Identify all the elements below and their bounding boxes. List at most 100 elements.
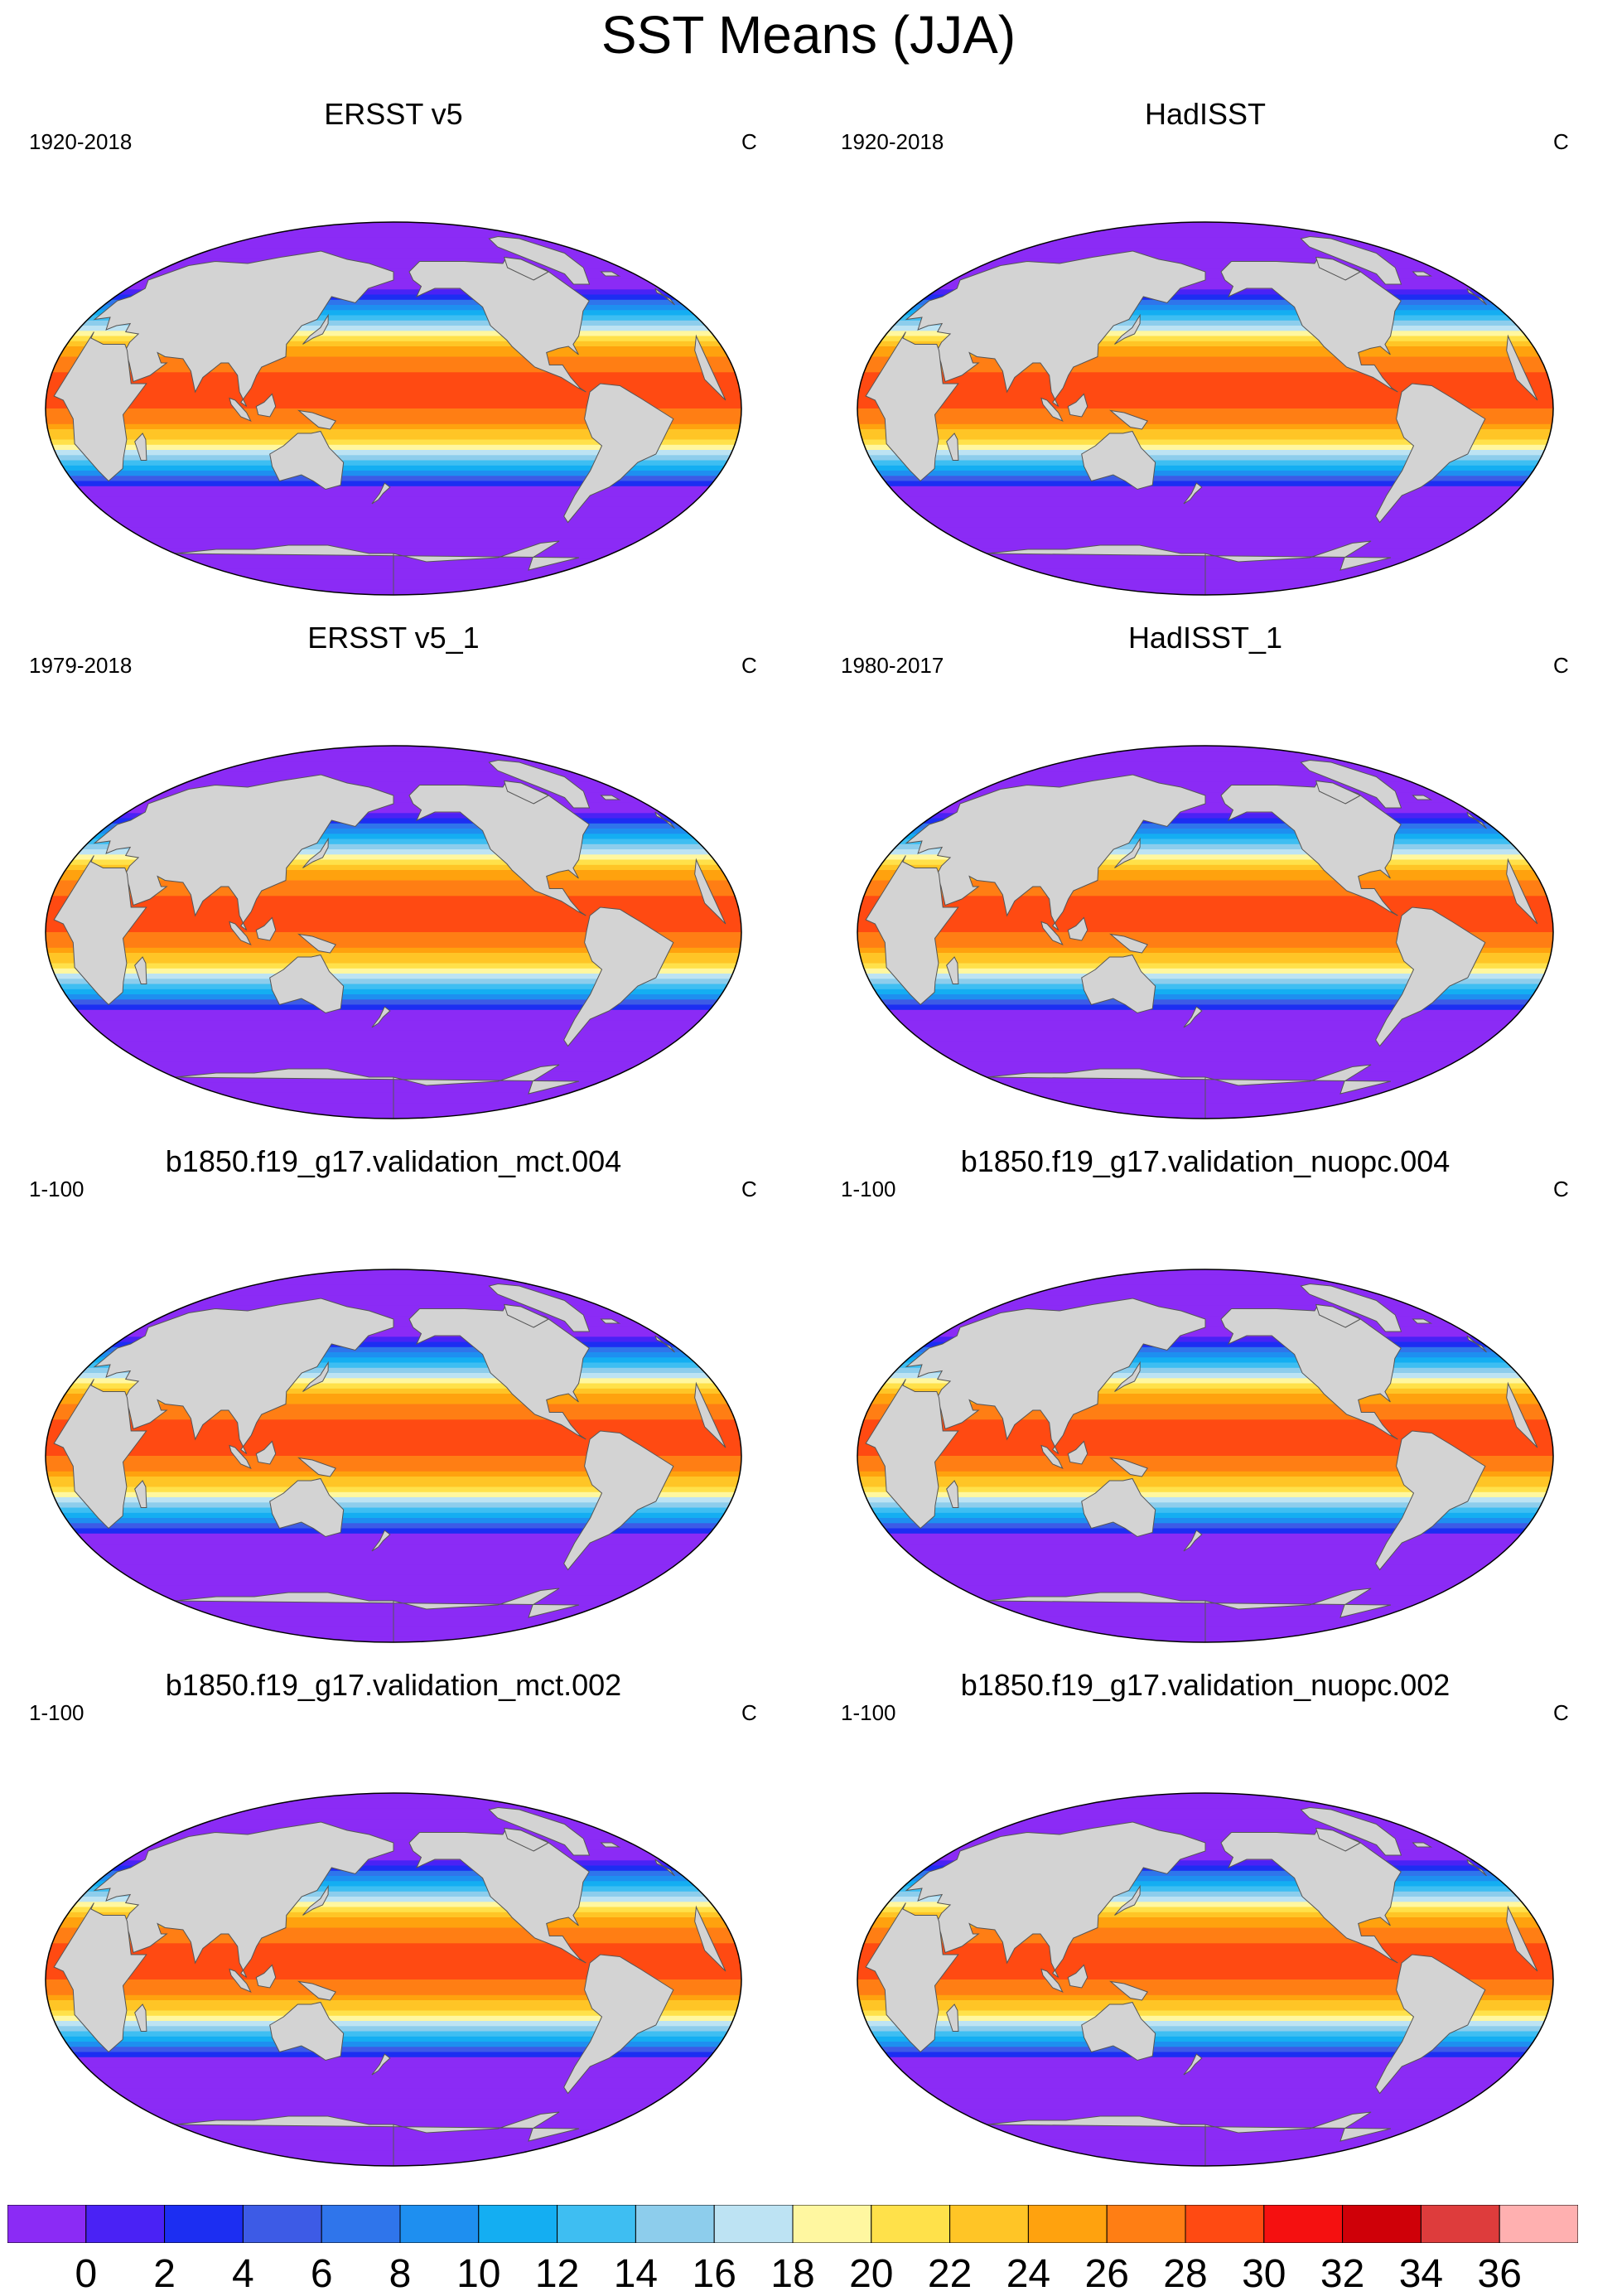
panel-period: 1980-2017 <box>841 653 944 678</box>
sst-band <box>46 823 741 829</box>
sst-band <box>857 393 1553 399</box>
land-mass <box>297 933 336 954</box>
sst-band <box>46 947 741 954</box>
sst-band <box>46 2047 741 2053</box>
land-mass <box>1375 906 1486 1047</box>
sst-band <box>46 543 741 549</box>
land-mass <box>1412 1318 1433 1324</box>
sst-band <box>46 1046 741 1052</box>
sst-band <box>857 834 1553 840</box>
sst-band <box>857 787 1553 793</box>
sst-band <box>46 1497 741 1503</box>
land-mass <box>654 288 675 306</box>
panel-title: HadISST_1 <box>1127 621 1283 655</box>
sst-band <box>46 1819 741 1825</box>
sst-band <box>46 227 741 234</box>
sst-band <box>46 999 741 1006</box>
sst-band <box>46 979 741 985</box>
sst-band <box>857 911 1553 917</box>
land-mass <box>408 1827 590 1964</box>
sst-band <box>857 1414 1553 1420</box>
sst-band <box>46 751 741 757</box>
colorbar-swatch <box>792 2205 872 2243</box>
sst-band <box>857 958 1553 964</box>
sst-band <box>46 1902 741 1908</box>
sst-band <box>46 1917 741 1923</box>
land-mass <box>905 1298 1206 1454</box>
sst-band <box>857 2000 1553 2006</box>
sst-band <box>46 911 741 917</box>
sst-map <box>45 1269 742 1643</box>
land-mass <box>600 795 621 800</box>
land-mass <box>1040 397 1064 422</box>
land-mass <box>1040 1444 1064 1469</box>
land-mass <box>1040 921 1064 945</box>
land-mass <box>53 1379 726 1530</box>
map-panel: b1850.f19_g17.validation_mct.004 1-100 C <box>0 1145 787 1659</box>
land-mass <box>408 256 590 393</box>
sst-band <box>857 1461 1553 1467</box>
sst-band <box>857 289 1553 296</box>
map-panel: ERSST v5 1920-2018 C <box>0 98 787 611</box>
land-mass <box>93 774 394 930</box>
sst-band <box>857 1435 1553 1441</box>
sst-band <box>857 1948 1553 1955</box>
land-mass <box>865 855 1538 1006</box>
sst-band <box>857 1300 1553 1307</box>
sst-band <box>46 1025 741 1032</box>
sst-band <box>857 1902 1553 1908</box>
sst-band <box>46 517 741 524</box>
sst-band <box>46 444 741 451</box>
sst-band <box>46 864 741 871</box>
sst-band <box>46 367 741 373</box>
sst-band <box>857 533 1553 539</box>
sst-band <box>857 1424 1553 1431</box>
sst-band <box>46 1897 741 1902</box>
sst-band <box>857 2088 1553 2095</box>
sst-band <box>857 1829 1553 1835</box>
sst-band <box>857 2072 1553 2079</box>
sst-band <box>46 1424 741 1431</box>
sst-band <box>46 2109 741 2115</box>
sst-band <box>857 1964 1553 1970</box>
sst-band <box>857 351 1553 358</box>
sst-band <box>857 756 1553 762</box>
sst-band <box>46 1409 741 1415</box>
sst-band <box>857 823 1553 829</box>
sst-band <box>857 491 1553 497</box>
sst-band <box>46 984 741 990</box>
sst-band <box>857 1036 1553 1042</box>
sst-band <box>857 439 1553 446</box>
sst-band <box>46 1564 741 1571</box>
sst-band <box>46 398 741 404</box>
colorbar-swatch <box>1342 2205 1422 2243</box>
sst-band <box>857 486 1553 492</box>
colorbar-tick-label: 32 <box>1320 2252 1365 2296</box>
land-mass <box>1220 256 1402 393</box>
sst-band <box>46 1803 741 1810</box>
land-mass <box>255 916 277 941</box>
sst-band <box>857 1066 1553 1073</box>
sst-band <box>857 1429 1553 1436</box>
land-mass <box>302 1884 329 1916</box>
land-mass <box>1183 1006 1203 1028</box>
sst-band <box>46 222 741 228</box>
sst-band <box>857 1409 1553 1415</box>
sst-band <box>46 548 741 554</box>
sst-band <box>857 1808 1553 1815</box>
land-mass <box>1114 837 1141 868</box>
colorbar-swatch <box>1420 2205 1500 2243</box>
colorbar-swatch <box>635 2205 715 2243</box>
land-mass <box>654 811 675 829</box>
sst-band <box>46 1419 741 1426</box>
sst-band <box>857 522 1553 529</box>
sst-band <box>857 1512 1553 1519</box>
sst-band <box>46 1590 741 1597</box>
sst-band <box>857 818 1553 824</box>
land-mass <box>302 1361 329 1392</box>
sst-band <box>857 942 1553 949</box>
sst-band <box>46 1030 741 1037</box>
land-mass <box>946 1480 959 1508</box>
sst-band <box>46 2072 741 2079</box>
sst-band <box>857 885 1553 892</box>
